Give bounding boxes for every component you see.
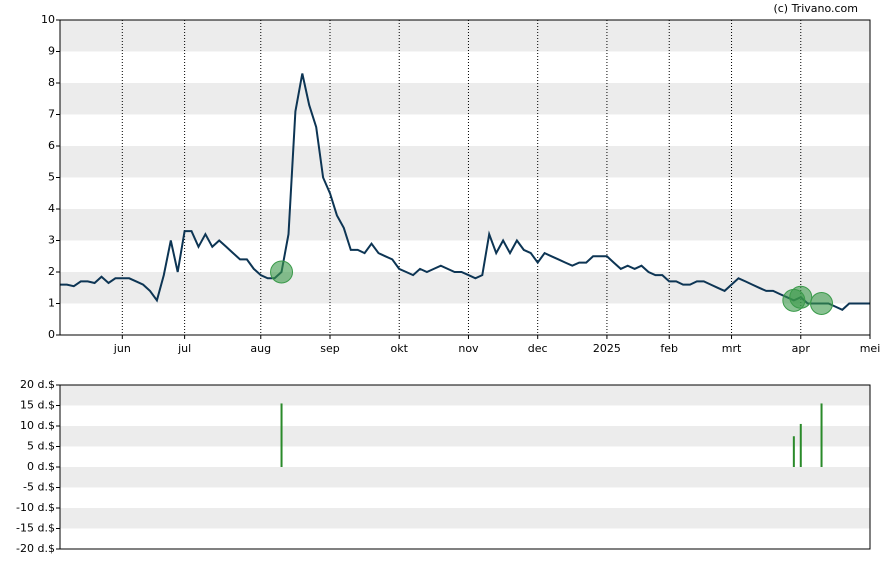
y-tick-label: 15 d.$ <box>20 399 55 412</box>
y-tick-label: 8 <box>48 76 55 89</box>
x-tick-label: mei <box>860 342 881 355</box>
event-marker <box>270 260 294 284</box>
band <box>60 20 870 52</box>
y-tick-label: -15 d.$ <box>16 522 55 535</box>
y-tick-label: 10 d.$ <box>20 419 55 432</box>
y-tick-label: 5 <box>48 171 55 184</box>
band <box>60 508 870 529</box>
y-tick-label: 3 <box>48 234 55 247</box>
band <box>60 272 870 304</box>
x-tick-label: feb <box>660 342 678 355</box>
x-tick-label: okt <box>391 342 409 355</box>
y-tick-label: -10 d.$ <box>16 501 55 514</box>
price-line <box>60 73 870 311</box>
y-tick-label: -5 d.$ <box>23 481 55 494</box>
band <box>60 467 870 488</box>
band <box>60 83 870 115</box>
band <box>60 426 870 447</box>
bar <box>820 403 823 467</box>
bar <box>792 436 795 467</box>
x-tick-label: nov <box>458 342 479 355</box>
y-tick-label: 9 <box>48 45 55 58</box>
x-tick-label: aug <box>250 342 271 355</box>
y-tick-label: 0 <box>48 328 55 341</box>
x-tick-label: jul <box>177 342 191 355</box>
x-tick-label: dec <box>528 342 548 355</box>
x-tick-label: sep <box>320 342 339 355</box>
bar <box>799 423 802 467</box>
bar <box>280 403 283 467</box>
y-tick-label: 5 d.$ <box>27 440 55 453</box>
y-tick-label: -20 d.$ <box>16 542 55 555</box>
y-tick-label: 4 <box>48 202 55 215</box>
y-tick-label: 7 <box>48 108 55 121</box>
x-tick-label: apr <box>792 342 811 355</box>
x-tick-label: jun <box>113 342 131 355</box>
plot-frame <box>59 384 871 550</box>
y-tick-label: 1 <box>48 297 55 310</box>
band <box>60 146 870 178</box>
band <box>60 209 870 241</box>
y-tick-label: 6 <box>48 139 55 152</box>
y-tick-label: 20 d.$ <box>20 378 55 391</box>
band <box>60 385 870 406</box>
y-tick-label: 2 <box>48 265 55 278</box>
y-tick-label: 10 <box>41 13 55 26</box>
source-credit: (c) Trivano.com <box>773 2 858 15</box>
plot-frame <box>59 19 871 336</box>
y-tick-label: 0 d.$ <box>27 460 55 473</box>
x-tick-label: mrt <box>722 342 742 355</box>
x-tick-label: 2025 <box>593 342 621 355</box>
event-marker <box>789 285 813 309</box>
event-marker <box>810 292 834 315</box>
